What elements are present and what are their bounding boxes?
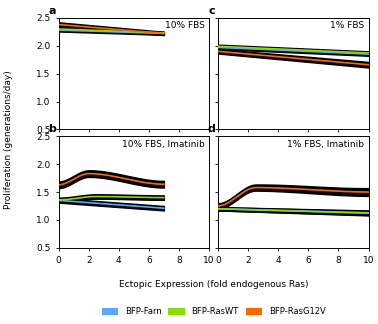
Text: c: c — [208, 6, 215, 16]
Legend: BFP-Farn, BFP-RasWT, BFP-RasG12V: BFP-Farn, BFP-RasWT, BFP-RasG12V — [98, 304, 329, 320]
Text: 10% FBS, Imatinib: 10% FBS, Imatinib — [122, 140, 204, 148]
Text: b: b — [48, 124, 56, 134]
Text: Proliferation (generations/day): Proliferation (generations/day) — [4, 70, 13, 209]
Text: 1% FBS: 1% FBS — [330, 21, 364, 30]
Text: 10% FBS: 10% FBS — [165, 21, 204, 30]
Text: d: d — [207, 124, 215, 134]
Text: 1% FBS, Imatinib: 1% FBS, Imatinib — [287, 140, 364, 148]
Text: Ectopic Expression (fold endogenous Ras): Ectopic Expression (fold endogenous Ras) — [119, 280, 308, 289]
Text: a: a — [48, 6, 56, 16]
